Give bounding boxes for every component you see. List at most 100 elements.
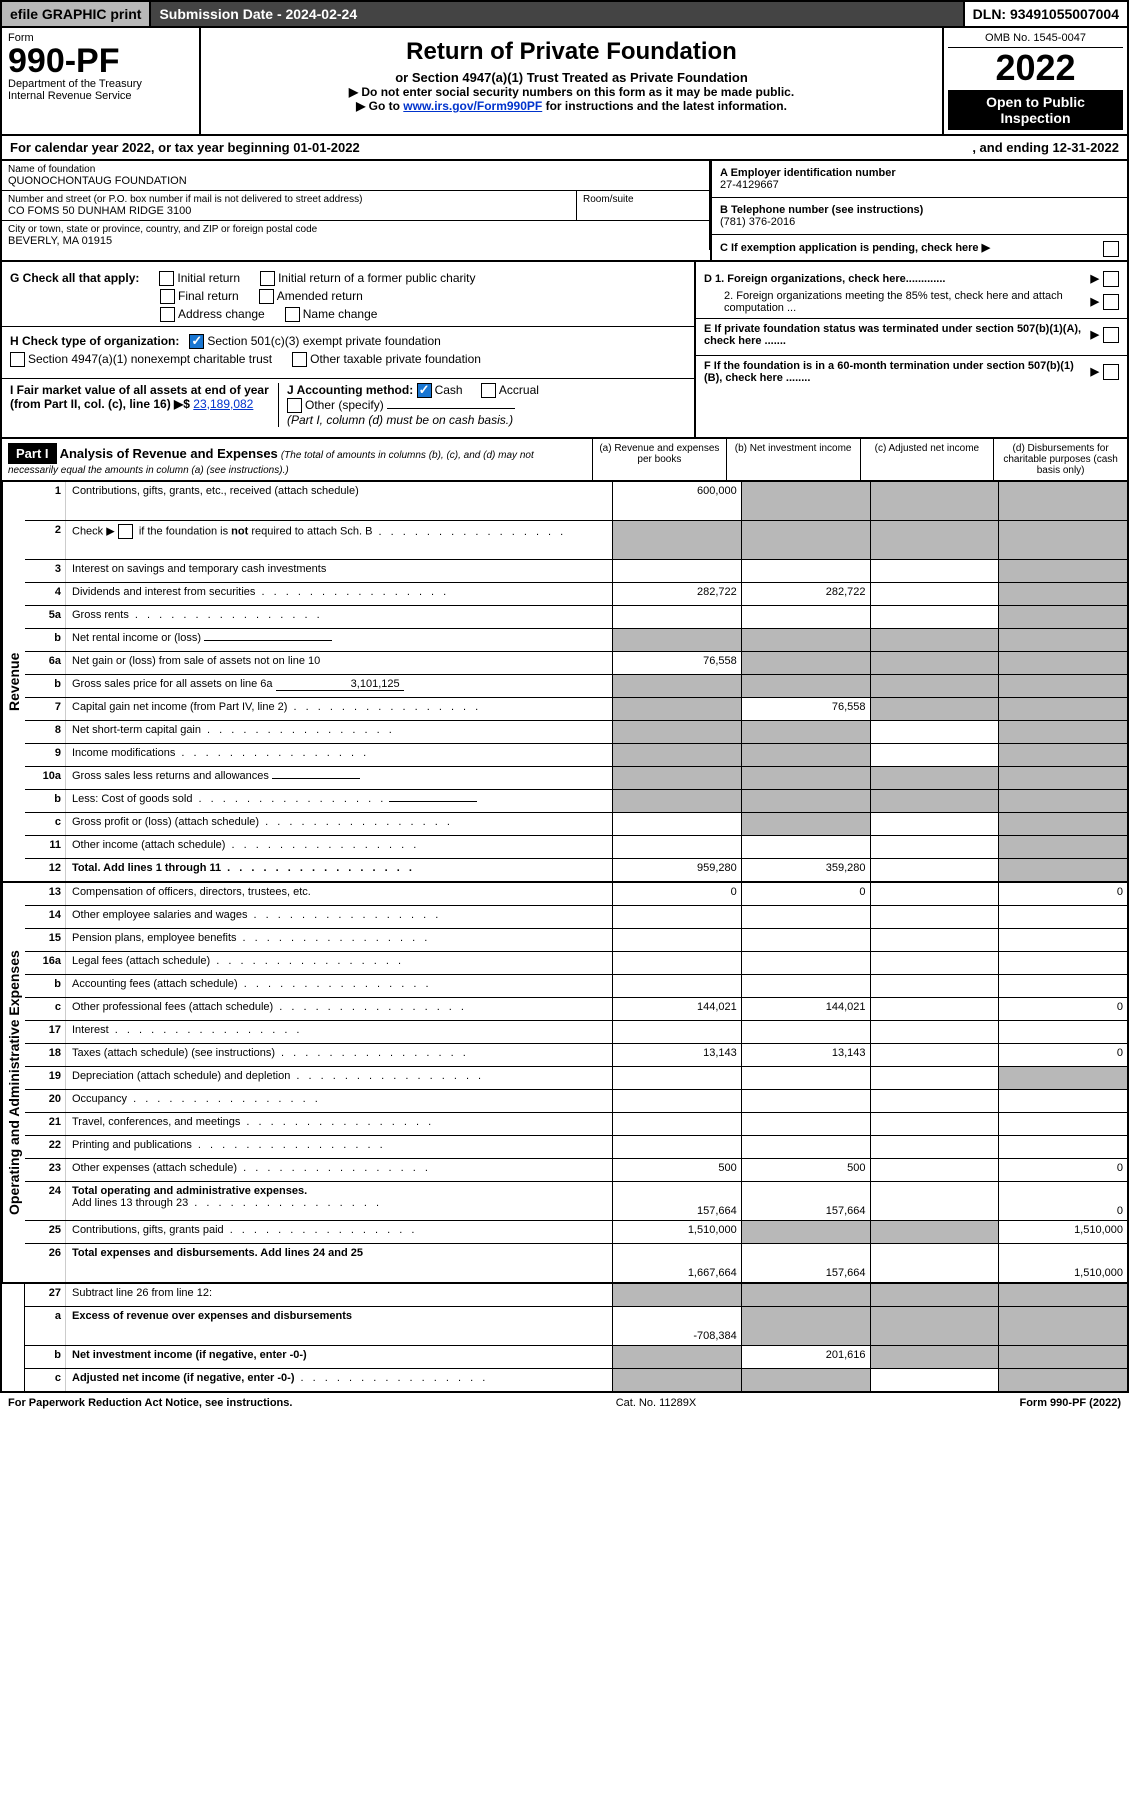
- checkbox-other-taxable[interactable]: [292, 352, 307, 367]
- row-15-desc: Pension plans, employee benefits: [66, 929, 613, 951]
- row-18-b: 13,143: [742, 1044, 871, 1066]
- dln-label: DLN: 93491055007004: [965, 2, 1127, 26]
- row-27c-desc: Adjusted net income (if negative, enter …: [66, 1369, 613, 1391]
- row-25-d: 1,510,000: [999, 1221, 1127, 1243]
- row-26-b: 157,664: [742, 1244, 871, 1282]
- checkbox-e[interactable]: [1103, 327, 1119, 343]
- part1-title: Analysis of Revenue and Expenses: [60, 446, 278, 461]
- row-16c-b: 144,021: [742, 998, 871, 1020]
- checkbox-f[interactable]: [1103, 364, 1119, 380]
- check-left-col: G Check all that apply: Initial return I…: [2, 262, 696, 438]
- checkbox-cash[interactable]: [417, 383, 432, 398]
- row-16c-d: 0: [999, 998, 1127, 1020]
- row-18-desc: Taxes (attach schedule) (see instruction…: [66, 1044, 613, 1066]
- checkbox-d1[interactable]: [1103, 271, 1119, 287]
- row-12-a: 959,280: [613, 859, 742, 881]
- row-12-desc: Total. Add lines 1 through 11: [66, 859, 613, 881]
- foundation-name: QUONOCHONTAUG FOUNDATION: [8, 175, 703, 187]
- row-12-b: 359,280: [742, 859, 871, 881]
- row-23-d: 0: [999, 1159, 1127, 1181]
- row-24-a: 157,664: [613, 1182, 742, 1220]
- irs-link[interactable]: www.irs.gov/Form990PF: [403, 99, 542, 113]
- row-7-desc: Capital gain net income (from Part IV, l…: [66, 698, 613, 720]
- row-26-desc: Total expenses and disbursements. Add li…: [66, 1244, 613, 1282]
- row-23-desc: Other expenses (attach schedule): [66, 1159, 613, 1181]
- row-1-desc: Contributions, gifts, grants, etc., rece…: [66, 482, 613, 520]
- col-a-header: (a) Revenue and expenses per books: [593, 439, 727, 480]
- checkbox-501c3[interactable]: [189, 334, 204, 349]
- phone-value: (781) 376-2016: [720, 216, 795, 228]
- row-13-desc: Compensation of officers, directors, tru…: [66, 883, 613, 905]
- e-row: E If private foundation status was termi…: [696, 318, 1127, 351]
- row-13-b: 0: [742, 883, 871, 905]
- irs-label: Internal Revenue Service: [8, 90, 193, 102]
- checkbox-sch-b[interactable]: [118, 524, 133, 539]
- checkbox-amended[interactable]: [259, 289, 274, 304]
- row-16b-desc: Accounting fees (attach schedule): [66, 975, 613, 997]
- ein-row: A Employer identification number 27-4129…: [712, 161, 1127, 198]
- row-8-desc: Net short-term capital gain: [66, 721, 613, 743]
- foundation-name-row: Name of foundation QUONOCHONTAUG FOUNDAT…: [2, 161, 709, 191]
- phone-row: B Telephone number (see instructions) (7…: [712, 198, 1127, 235]
- omb-number: OMB No. 1545-0047: [948, 32, 1123, 48]
- row-6b-desc: Gross sales price for all assets on line…: [66, 675, 613, 697]
- form-note-1: ▶ Do not enter social security numbers o…: [211, 85, 932, 99]
- checkbox-addr-change[interactable]: [160, 307, 175, 322]
- row-23-a: 500: [613, 1159, 742, 1181]
- calendar-year-row: For calendar year 2022, or tax year begi…: [0, 136, 1129, 161]
- checkbox-initial-former[interactable]: [260, 271, 275, 286]
- checkbox-final[interactable]: [160, 289, 175, 304]
- row-4-a: 282,722: [613, 583, 742, 605]
- row-6a-a: 76,558: [613, 652, 742, 674]
- entity-info-left: Name of foundation QUONOCHONTAUG FOUNDAT…: [2, 161, 712, 260]
- revenue-section: Revenue 1Contributions, gifts, grants, e…: [0, 482, 1129, 883]
- row-27-desc: Subtract line 26 from line 12:: [66, 1284, 613, 1306]
- form-number: 990-PF: [8, 44, 193, 78]
- i-fair-market-row: I Fair market value of all assets at end…: [10, 383, 279, 428]
- efile-label: efile GRAPHIC print: [2, 2, 151, 26]
- row-13-d: 0: [999, 883, 1127, 905]
- part1-header-row: Part I Analysis of Revenue and Expenses …: [0, 439, 1129, 482]
- row-27a-a: -708,384: [613, 1307, 742, 1345]
- arrow-icon: ▶: [982, 242, 990, 254]
- checkbox-initial[interactable]: [159, 271, 174, 286]
- row-13-a: 0: [613, 883, 742, 905]
- form-title-block: Return of Private Foundation or Section …: [201, 28, 944, 134]
- checkbox-other-spec[interactable]: [287, 398, 302, 413]
- check-right-col: D 1. Foreign organizations, check here..…: [696, 262, 1127, 438]
- row-27a-desc: Excess of revenue over expenses and disb…: [66, 1307, 613, 1345]
- page-footer: For Paperwork Reduction Act Notice, see …: [0, 1393, 1129, 1413]
- checkbox-name-change[interactable]: [285, 307, 300, 322]
- row-26-d: 1,510,000: [999, 1244, 1127, 1282]
- d2-row: 2. Foreign organizations meeting the 85%…: [704, 290, 1119, 314]
- row-16c-desc: Other professional fees (attach schedule…: [66, 998, 613, 1020]
- g-check-row-2: Final return Amended return: [10, 289, 686, 304]
- checkbox-c[interactable]: [1103, 241, 1119, 257]
- cal-year-begin: For calendar year 2022, or tax year begi…: [10, 140, 360, 155]
- row-9-desc: Income modifications: [66, 744, 613, 766]
- row-27-section: 27Subtract line 26 from line 12: aExcess…: [0, 1284, 1129, 1393]
- cal-year-end: , and ending 12-31-2022: [972, 140, 1119, 155]
- row-5a-desc: Gross rents: [66, 606, 613, 628]
- expenses-side-label: Operating and Administrative Expenses: [2, 883, 25, 1282]
- checkbox-4947[interactable]: [10, 352, 25, 367]
- checkbox-accrual[interactable]: [481, 383, 496, 398]
- part1-label: Part I: [8, 443, 57, 464]
- form-header: Form 990-PF Department of the Treasury I…: [0, 28, 1129, 136]
- other-specify-field[interactable]: [387, 408, 515, 409]
- part1-title-cell: Part I Analysis of Revenue and Expenses …: [2, 439, 593, 480]
- city-state-zip: BEVERLY, MA 01915: [8, 235, 703, 247]
- row-20-desc: Occupancy: [66, 1090, 613, 1112]
- row-21-desc: Travel, conferences, and meetings: [66, 1113, 613, 1135]
- treasury-dept: Department of the Treasury: [8, 78, 193, 90]
- revenue-side-label: Revenue: [2, 482, 25, 881]
- h-check-row-2: Section 4947(a)(1) nonexempt charitable …: [10, 352, 686, 367]
- footer-right: Form 990-PF (2022): [1019, 1397, 1121, 1409]
- row-16c-a: 144,021: [613, 998, 742, 1020]
- row-14-desc: Other employee salaries and wages: [66, 906, 613, 928]
- entity-info-block: Name of foundation QUONOCHONTAUG FOUNDAT…: [0, 161, 1129, 262]
- checkbox-d2[interactable]: [1103, 294, 1119, 310]
- fmv-amount-link[interactable]: 23,189,082: [193, 397, 253, 411]
- col-c-header: (c) Adjusted net income: [861, 439, 995, 480]
- row-10b-desc: Less: Cost of goods sold: [66, 790, 613, 812]
